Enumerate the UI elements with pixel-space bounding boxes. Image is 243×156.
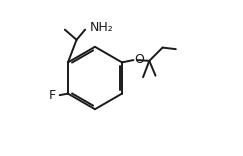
Text: O: O (134, 53, 144, 66)
Text: F: F (49, 89, 56, 102)
Text: NH₂: NH₂ (90, 21, 113, 34)
